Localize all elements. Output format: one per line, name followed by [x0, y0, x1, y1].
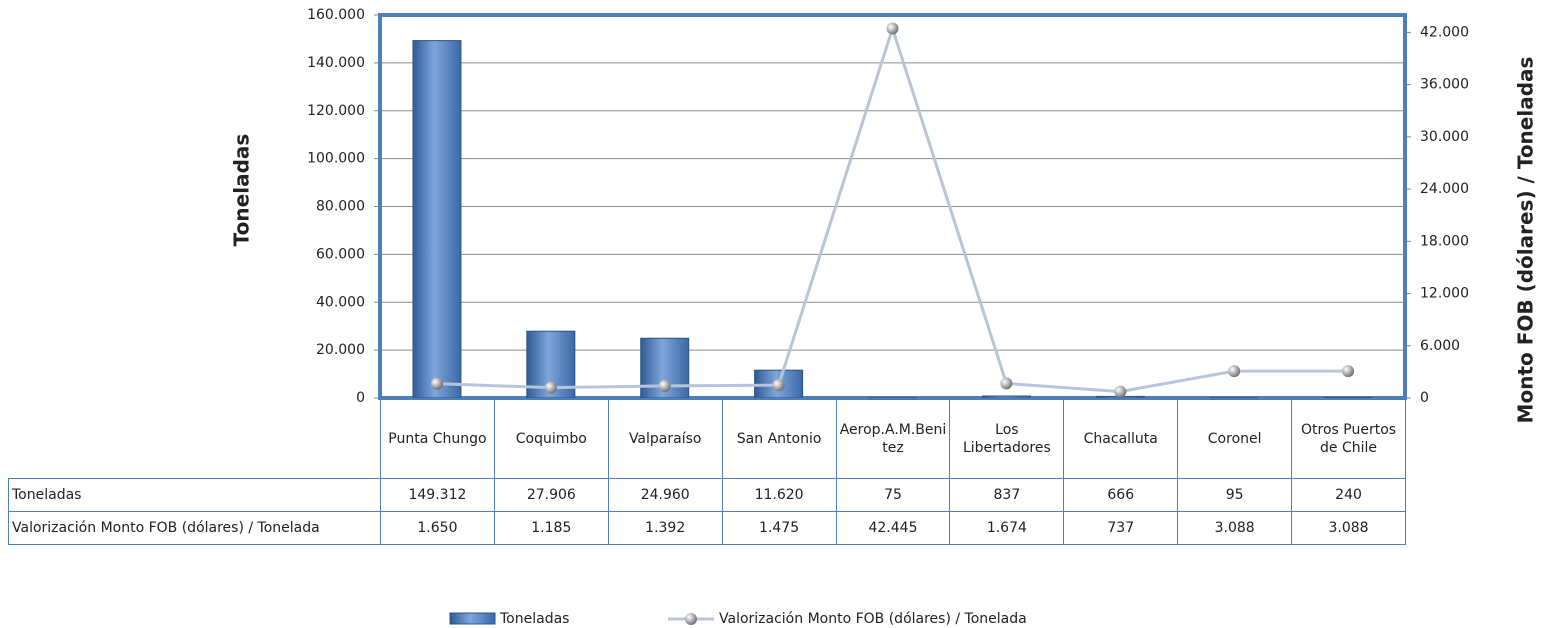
table-value: 1.392 [607, 511, 723, 545]
legend-swatch-bar [449, 612, 496, 625]
table-value: 1.674 [949, 511, 1065, 545]
table-row-header: Toneladas [8, 478, 381, 512]
y2-tick-label: 30.000 [1420, 129, 1469, 145]
y-tick-label: 80.000 [316, 199, 365, 215]
table-value: 3.088 [1291, 511, 1406, 545]
line-marker [544, 381, 557, 394]
y2-tick-label: 18.000 [1420, 233, 1469, 249]
category-cell: Chacalluta [1063, 398, 1179, 479]
table-value: 666 [1063, 478, 1179, 512]
line-marker [1342, 365, 1355, 378]
table-value: 24.960 [607, 478, 723, 512]
y-tick-label: 100.000 [307, 151, 365, 167]
y2-tick-label: 42.000 [1420, 24, 1469, 40]
line-marker [430, 377, 443, 390]
y-axis-title: Toneladas [230, 134, 254, 247]
category-cell: Punta Chungo [380, 398, 495, 479]
line-marker [658, 379, 671, 392]
table-value: 75 [835, 478, 951, 512]
y-tick-label: 160.000 [307, 7, 365, 23]
y-tick-label: 60.000 [316, 246, 365, 262]
table-value: 27.906 [493, 478, 609, 512]
y-tick-label: 140.000 [307, 55, 365, 71]
table-value: 1.475 [721, 511, 837, 545]
legend-swatch-marker [685, 613, 697, 625]
line-marker [1000, 377, 1013, 390]
bar [981, 395, 1031, 399]
y-tick-label: 120.000 [307, 103, 365, 119]
bar [412, 40, 462, 399]
line-marker [886, 22, 899, 35]
table-row-header: Valorización Monto FOB (dólares) / Tonel… [8, 511, 381, 545]
table-value: 240 [1291, 478, 1406, 512]
table-value: 837 [949, 478, 1065, 512]
legend-label: Valorización Monto FOB (dólares) / Tonel… [719, 611, 1027, 627]
category-cell: Aerop.A.M.Benitez [835, 398, 951, 479]
table-value: 3.088 [1177, 511, 1293, 545]
table-value: 149.312 [380, 478, 495, 512]
category-cell: Coronel [1177, 398, 1293, 479]
table-value: 95 [1177, 478, 1293, 512]
y-tick-label: 40.000 [316, 294, 365, 310]
table-value: 11.620 [721, 478, 837, 512]
y2-tick-label: 36.000 [1420, 77, 1469, 93]
y2-tick-label: 12.000 [1420, 286, 1469, 302]
table-value: 1.185 [493, 511, 609, 545]
y2-tick-label: 24.000 [1420, 181, 1469, 197]
y2-axis-title: Monto FOB (dólares) / Toneladas [1514, 57, 1538, 424]
y-tick-label: 0 [356, 390, 365, 406]
line-marker [1228, 365, 1241, 378]
table-value: 42.445 [835, 511, 951, 545]
line-marker [1114, 385, 1127, 398]
legend-label: Toneladas [499, 611, 569, 627]
table-value: 737 [1063, 511, 1179, 545]
category-cell: Valparaíso [607, 398, 723, 479]
y-tick-label: 20.000 [316, 342, 365, 358]
table-value: 1.650 [380, 511, 495, 545]
category-cell: Otros Puertos de Chile [1291, 398, 1406, 479]
category-cell: San Antonio [721, 398, 837, 479]
y2-tick-label: 6.000 [1420, 338, 1460, 354]
category-cell: Los Libertadores [949, 398, 1065, 479]
line-marker [772, 379, 785, 392]
category-cell: Coquimbo [493, 398, 609, 479]
y2-tick-label: 0 [1420, 390, 1429, 406]
